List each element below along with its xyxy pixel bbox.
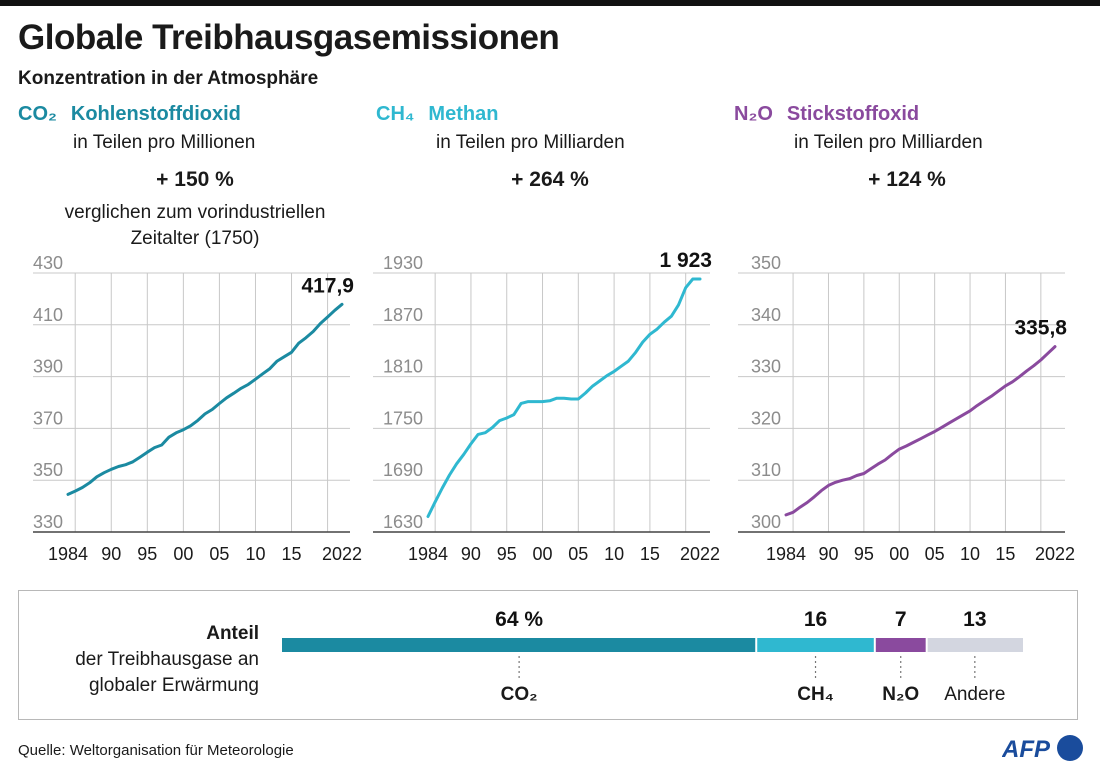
x-tick-label: 2022 — [322, 544, 362, 564]
end-value-label: 1 923 — [659, 249, 712, 272]
y-tick-label: 1750 — [383, 408, 423, 428]
n2o-change: + 124 % — [868, 168, 946, 191]
n2o-formula: N₂O — [734, 103, 773, 125]
y-tick-label: 350 — [751, 253, 781, 273]
x-tick-label: 1984 — [48, 544, 88, 564]
x-tick-label: 05 — [209, 544, 229, 564]
x-tick-label: 2022 — [1035, 544, 1075, 564]
afp-logo-dot — [1057, 735, 1083, 761]
y-tick-label: 1690 — [383, 460, 423, 480]
ch4-name: Methan — [428, 103, 499, 125]
end-value-label: 335,8 — [1014, 317, 1067, 340]
co2-line-chart: 330 350 370 390 410 430 1984 90 95 00 05 10 15 2022 41… — [33, 253, 362, 564]
y-tick-label: 1870 — [383, 305, 423, 325]
x-tick-label: 00 — [533, 544, 553, 564]
x-tick-label: 10 — [245, 544, 265, 564]
n2o-name: Stickstoffoxid — [786, 103, 920, 125]
y-tick-label: 1630 — [383, 512, 423, 532]
page-subtitle: Konzentration in der Atmosphäre — [18, 68, 319, 89]
share-subtitle: der Treibhausgase an globaler Erwärmung — [75, 649, 259, 696]
ch4-unit: in Teilen pro Milliarden — [436, 132, 625, 153]
co2-name: Kohlenstoffdioxid — [70, 103, 241, 125]
x-tick-label: 95 — [497, 544, 517, 564]
y-tick-label: 350 — [33, 460, 63, 480]
x-tick-label: 2022 — [680, 544, 720, 564]
ch4-header: CH₄ Methan — [376, 103, 498, 126]
x-tick-label: 90 — [461, 544, 481, 564]
co2-header: CO₂ Kohlenstoffdioxid — [18, 103, 241, 126]
share-panel: Anteil der Treibhausgase an globaler Erw… — [18, 590, 1078, 720]
y-tick-label: 410 — [33, 305, 63, 325]
x-tick-label: 00 — [173, 544, 193, 564]
co2-change: + 150 % — [156, 168, 234, 191]
afp-logo: AFP — [1002, 735, 1083, 763]
afp-logo-text: AFP — [1002, 736, 1051, 763]
x-tick-label: 95 — [137, 544, 157, 564]
top-rule — [0, 0, 1100, 6]
n2o-unit: in Teilen pro Milliarden — [794, 132, 983, 153]
ch4-formula: CH₄ — [376, 103, 415, 125]
x-tick-label: 15 — [640, 544, 660, 564]
source-note: Quelle: Weltorganisation für Meteorologi… — [18, 742, 294, 759]
x-tick-label: 15 — [282, 544, 302, 564]
end-value-label: 417,9 — [301, 274, 354, 297]
share-title: Anteil — [206, 623, 259, 644]
y-tick-label: 330 — [33, 512, 63, 532]
y-tick-label: 370 — [33, 408, 63, 428]
y-tick-label: 430 — [33, 253, 63, 273]
series-line-2 — [784, 345, 1057, 517]
series-line-0 — [66, 302, 344, 496]
series-line-1 — [426, 277, 702, 518]
x-tick-label: 00 — [889, 544, 909, 564]
co2-change-note: verglichen zum vorindustriellen Zeitalte… — [64, 202, 326, 249]
x-tick-label: 15 — [995, 544, 1015, 564]
co2-formula: CO₂ — [18, 103, 57, 125]
y-tick-label: 300 — [751, 512, 781, 532]
x-tick-label: 05 — [925, 544, 945, 564]
n2o-header: N₂O Stickstoffoxid — [734, 103, 919, 126]
y-tick-label: 340 — [751, 305, 781, 325]
y-tick-label: 310 — [751, 460, 781, 480]
share-title-block: Anteil der Treibhausgase an globaler Erw… — [19, 621, 259, 699]
ch4-change: + 264 % — [511, 168, 589, 191]
x-tick-label: 1984 — [766, 544, 806, 564]
n2o-line-chart: 300 310 320 330 340 350 1984 90 95 00 05 10 15 2022 33… — [738, 253, 1075, 564]
x-tick-label: 1984 — [408, 544, 448, 564]
ch4-line-chart: 1630 1690 1750 1810 1870 1930 1984 90 95 00 05 10 15… — [373, 249, 720, 564]
line-charts: 330 350 370 390 410 430 1984 90 95 00 05 10 15 2022 41… — [33, 249, 1075, 564]
x-tick-label: 95 — [854, 544, 874, 564]
x-tick-label: 05 — [568, 544, 588, 564]
y-tick-label: 390 — [33, 357, 63, 377]
co2-unit: in Teilen pro Millionen — [73, 132, 256, 153]
page-title: Globale Treibhausgasemissionen — [18, 18, 560, 57]
y-tick-label: 330 — [751, 357, 781, 377]
y-tick-label: 320 — [751, 408, 781, 428]
x-tick-label: 10 — [604, 544, 624, 564]
x-tick-label: 90 — [818, 544, 838, 564]
y-tick-label: 1930 — [383, 253, 423, 273]
x-tick-label: 10 — [960, 544, 980, 564]
y-tick-label: 1810 — [383, 357, 423, 377]
x-tick-label: 90 — [101, 544, 121, 564]
